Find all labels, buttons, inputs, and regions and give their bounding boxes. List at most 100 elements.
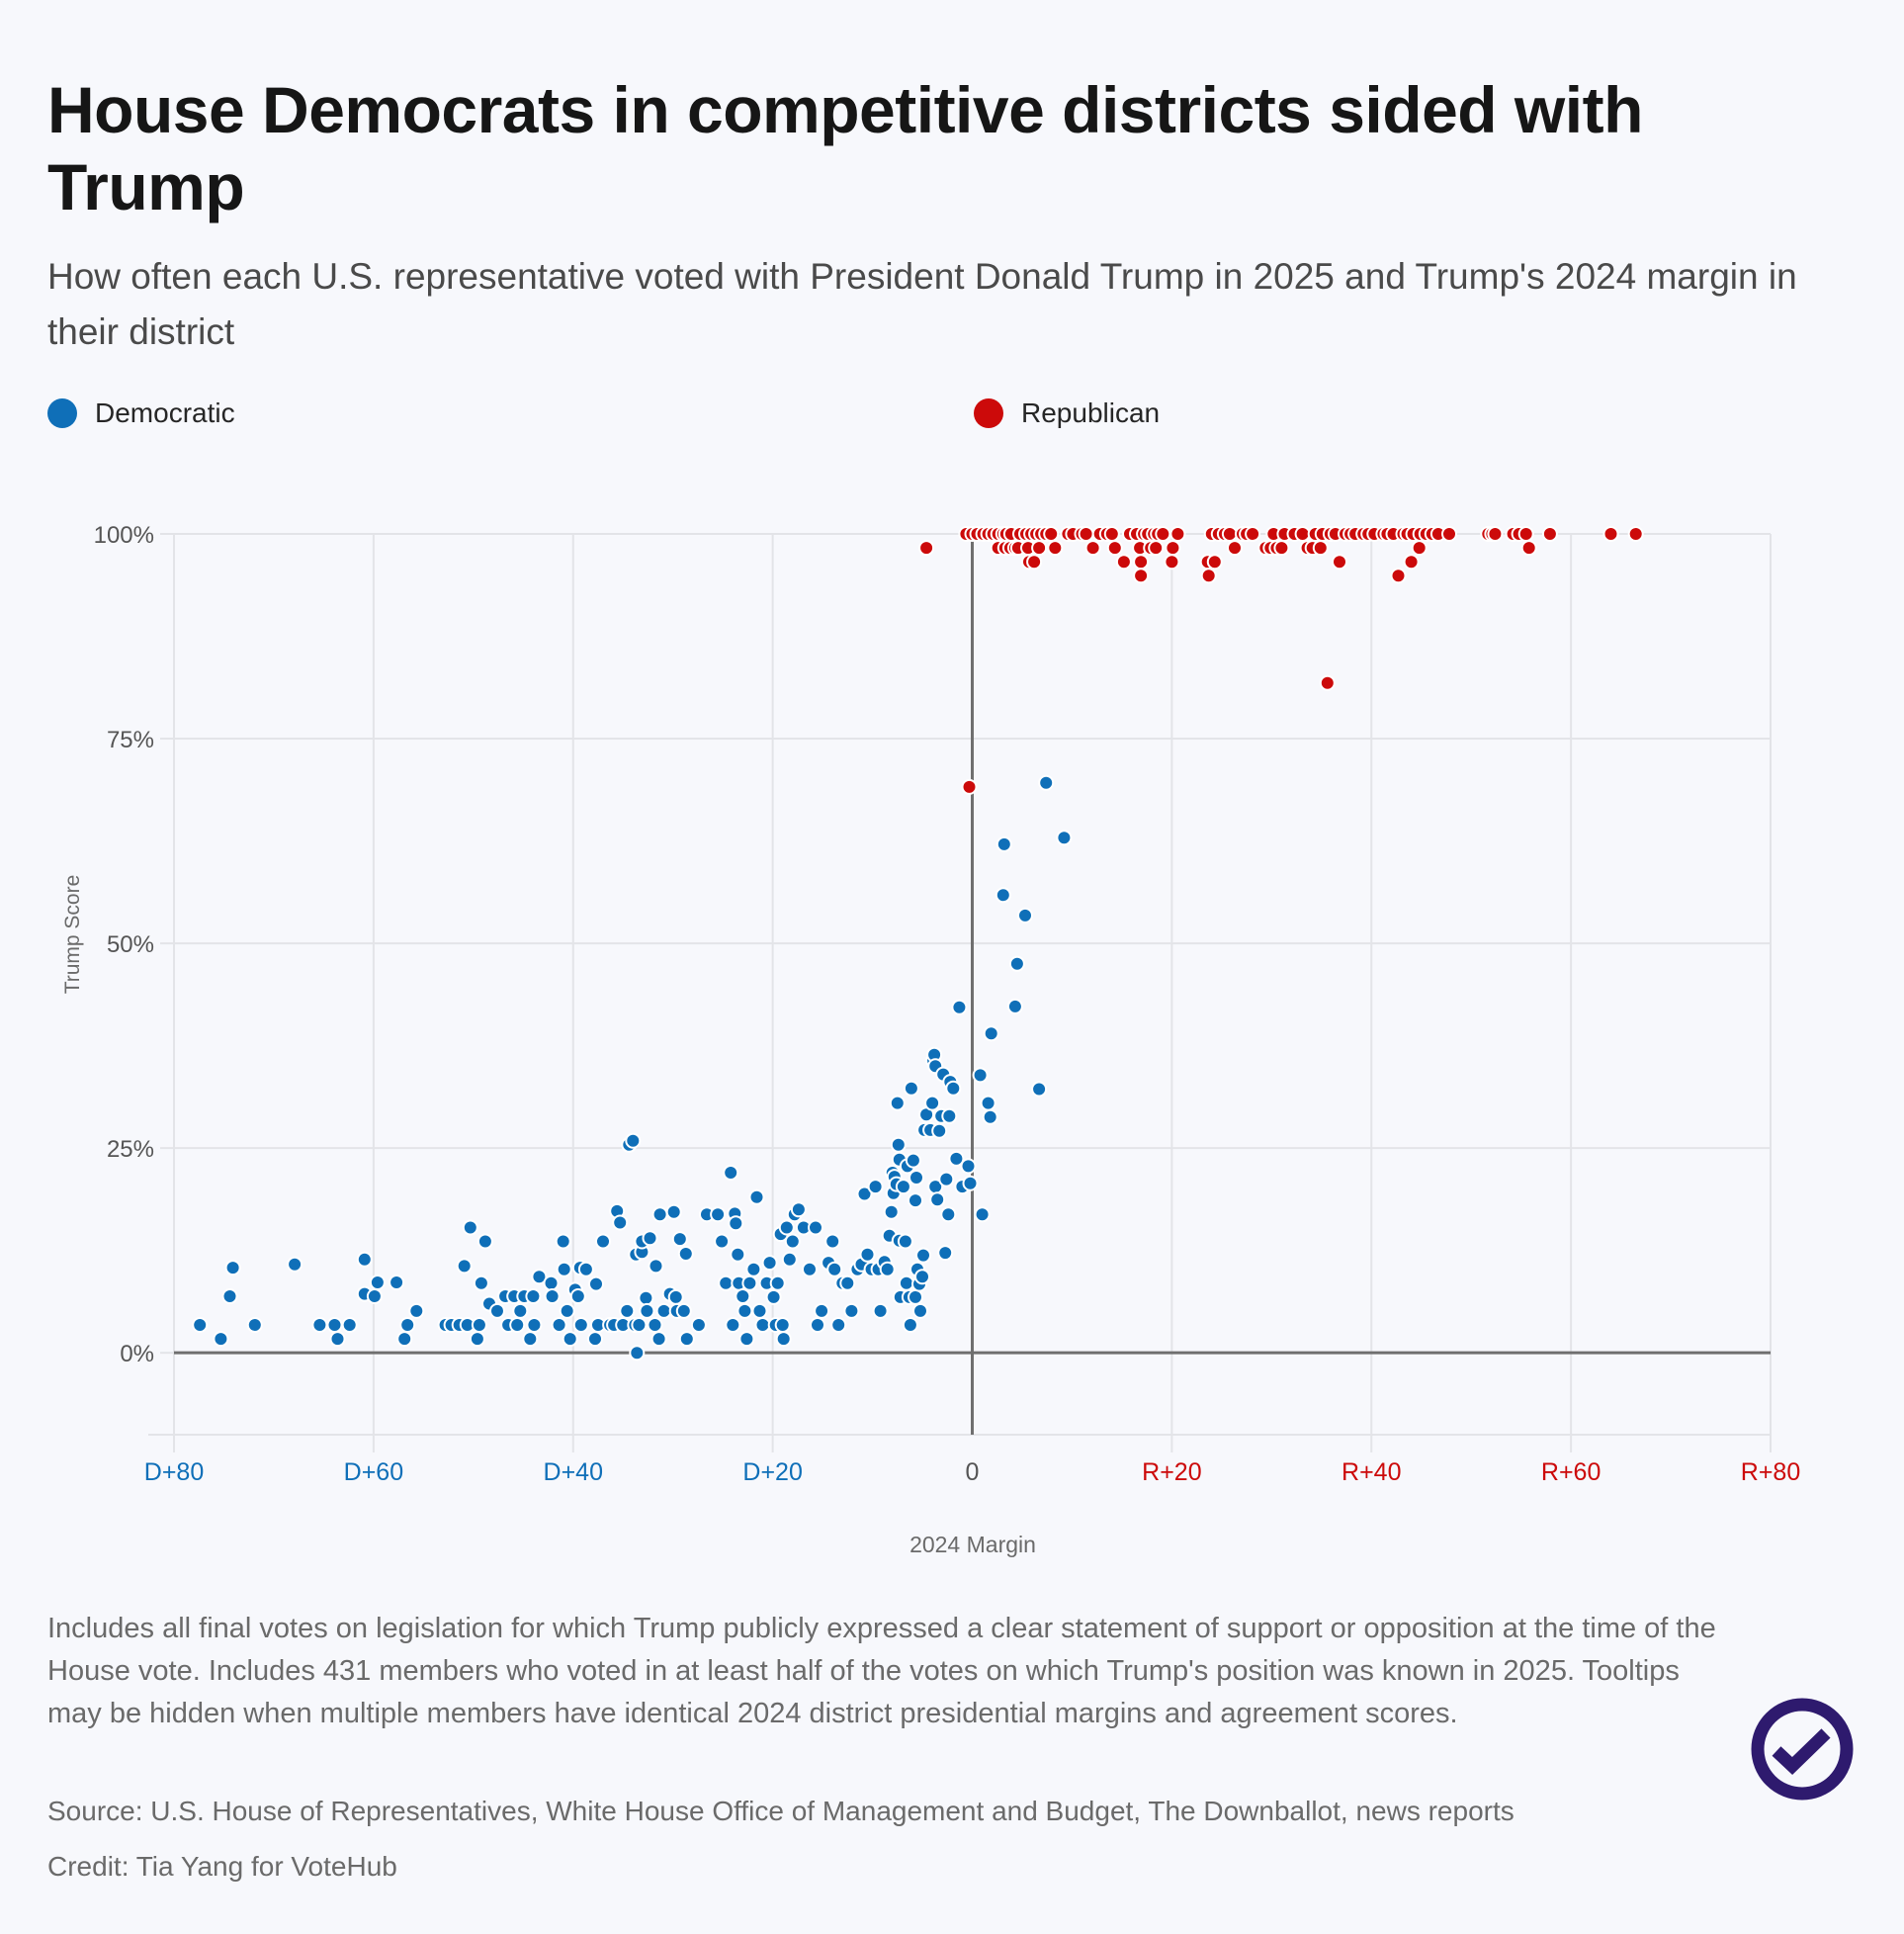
data-point-democratic [631, 1317, 648, 1333]
data-point-republican [1221, 526, 1238, 542]
data-point-republican [1164, 554, 1180, 571]
data-point-democratic [898, 1275, 914, 1291]
data-point-democratic [462, 1219, 478, 1236]
data-point-republican [1103, 526, 1120, 542]
y-tick-label: 0% [120, 1341, 154, 1367]
check-circle-icon[interactable] [1750, 1697, 1855, 1802]
data-point-democratic [213, 1331, 229, 1348]
data-point-republican [1155, 526, 1171, 542]
data-point-democratic [677, 1246, 694, 1262]
data-point-democratic [895, 1179, 911, 1195]
data-point-democratic [748, 1188, 765, 1205]
data-point-democratic [473, 1275, 489, 1291]
data-point-democratic [665, 1203, 682, 1220]
legend-item-republican[interactable]: Republican [974, 397, 1160, 429]
data-point-republican [918, 540, 935, 557]
data-point-democratic [556, 1261, 572, 1277]
data-point-republican [1245, 526, 1261, 542]
data-point-democratic [948, 1150, 965, 1167]
data-point-democratic [587, 1331, 603, 1348]
data-point-democratic [1008, 955, 1025, 972]
data-point-democratic [456, 1258, 473, 1275]
data-point-democratic [651, 1206, 668, 1223]
data-point-democratic [890, 1136, 907, 1153]
data-point-democratic [531, 1269, 548, 1285]
data-point-democratic [366, 1288, 383, 1304]
data-point-democratic [810, 1317, 825, 1333]
data-point-republican [1165, 540, 1181, 557]
legend: Democratic Republican [0, 397, 1904, 437]
data-point-democratic [1056, 830, 1073, 846]
data-point-democratic [905, 1152, 921, 1169]
data-point-democratic [595, 1233, 611, 1250]
data-point-democratic [730, 1246, 746, 1263]
data-point-democratic [287, 1256, 303, 1273]
series-democratic [192, 774, 1073, 1362]
data-point-democratic [754, 1317, 771, 1333]
data-point-democratic [775, 1331, 792, 1348]
data-point-republican [1133, 554, 1150, 571]
data-point-republican [1133, 568, 1150, 584]
y-tick-label: 25% [107, 1136, 154, 1163]
data-point-republican [1026, 554, 1043, 571]
data-point-democratic [638, 1289, 654, 1306]
data-point-democratic [690, 1317, 707, 1333]
grid [148, 533, 1772, 1452]
data-point-democratic [544, 1288, 561, 1304]
x-axis-label: 2024 Margin [909, 1532, 1036, 1557]
data-point-democratic [612, 1214, 629, 1231]
data-point-democratic [931, 1122, 948, 1139]
data-point-democratic [562, 1331, 578, 1348]
data-point-democratic [769, 1275, 786, 1291]
data-point-republican [1169, 526, 1186, 542]
data-point-republican [1520, 540, 1537, 557]
data-point-democratic [909, 1170, 924, 1186]
chart-title: House Democrats in competitive districts… [47, 73, 1643, 223]
x-tick-label: D+60 [344, 1458, 403, 1486]
data-point-democratic [883, 1203, 900, 1220]
data-point-democratic [1038, 774, 1055, 791]
data-point-democratic [246, 1317, 263, 1333]
data-point-republican [1031, 540, 1048, 557]
data-point-democratic [751, 1302, 768, 1319]
data-point-democratic [903, 1080, 919, 1097]
data-point-republican [1043, 526, 1060, 542]
data-point-democratic [326, 1317, 343, 1333]
data-point-democratic [960, 1158, 977, 1175]
data-point-democratic [908, 1192, 923, 1209]
data-point-democratic [784, 1233, 801, 1250]
data-point-democratic [629, 1345, 646, 1362]
data-point-democratic [972, 1067, 989, 1084]
data-point-democratic [667, 1288, 684, 1305]
legend-label-democratic: Democratic [95, 397, 235, 428]
data-point-republican [1319, 674, 1336, 691]
data-point-democratic [897, 1233, 913, 1250]
data-point-democratic [951, 999, 968, 1015]
data-point-democratic [224, 1260, 241, 1276]
data-point-democratic [675, 1302, 692, 1319]
legend-item-democratic[interactable]: Democratic [47, 397, 235, 429]
data-point-democratic [802, 1261, 818, 1277]
data-point-democratic [856, 1186, 873, 1202]
chart-subtitle: How often each U.S. representative voted… [47, 256, 1797, 352]
data-point-democratic [471, 1317, 487, 1333]
data-point-republican [1517, 526, 1534, 542]
data-point-democratic [569, 1288, 586, 1304]
data-point-democratic [741, 1275, 758, 1291]
data-point-democratic [572, 1317, 589, 1333]
x-tick-label: R+40 [1341, 1458, 1401, 1486]
y-axis-label: Trump Score [61, 875, 84, 995]
x-tick-label: R+20 [1142, 1458, 1201, 1486]
data-point-democratic [469, 1331, 485, 1348]
data-point-democratic [889, 1095, 906, 1111]
x-tick-label: D+80 [144, 1458, 204, 1486]
data-point-democratic [714, 1233, 731, 1250]
data-point-democratic [408, 1302, 425, 1319]
data-point-democratic [476, 1233, 493, 1250]
data-point-democratic [839, 1275, 856, 1291]
data-point-democratic [642, 1230, 658, 1247]
data-point-democratic [830, 1317, 847, 1333]
data-point-democratic [872, 1302, 889, 1319]
data-point-democratic [192, 1317, 209, 1333]
series-republican [918, 526, 1644, 795]
